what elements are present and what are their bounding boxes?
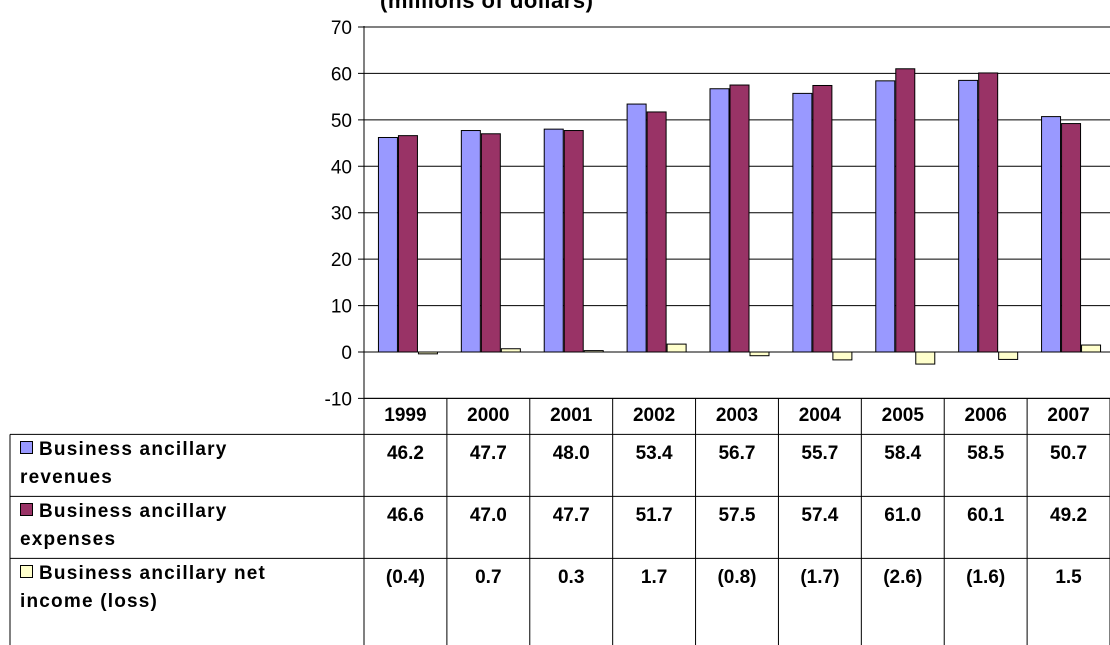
legend-label-line2: expenses — [20, 529, 117, 551]
legend-label-line2: income (loss) — [20, 591, 159, 613]
bar-2007-s1 — [1041, 116, 1062, 353]
bar-2001-s2 — [563, 130, 584, 353]
y-tick-label: 0 — [341, 343, 352, 364]
y-tick-label: 20 — [331, 250, 352, 271]
data-label: 46.2 — [386, 443, 424, 465]
bar-2003-s1 — [709, 88, 730, 353]
legend-label-line1: Business ancillary — [39, 501, 228, 523]
data-label: 55.7 — [801, 443, 839, 465]
bar-1999-s3 — [417, 351, 438, 355]
legend-swatch — [20, 441, 33, 455]
data-label: 58.5 — [967, 443, 1005, 465]
data-label: (0.4) — [385, 567, 425, 589]
data-label: 0.7 — [475, 567, 502, 589]
bar-2006-s2 — [978, 72, 999, 353]
data-label: 57.5 — [718, 505, 756, 527]
bar-2007-s2 — [1061, 123, 1082, 353]
chart-title: (millions of dollars) — [380, 0, 594, 13]
x-tick-label: 2003 — [715, 405, 759, 427]
legend-swatch — [20, 503, 33, 517]
legend-entry: Business ancillary expenses — [10, 498, 364, 560]
y-tick-label: -10 — [325, 389, 352, 410]
y-tick-label: 40 — [331, 157, 352, 178]
data-label: 53.4 — [635, 443, 673, 465]
data-label: (1.6) — [966, 567, 1006, 589]
bar-2006-s1 — [958, 79, 979, 353]
x-tick-label: 2000 — [467, 405, 510, 427]
data-label: (1.7) — [800, 567, 840, 589]
data-label: 0.3 — [557, 567, 585, 589]
bar-2005-s3 — [915, 351, 936, 365]
x-tick-label: 1999 — [384, 405, 427, 427]
x-tick-label: 2004 — [798, 405, 842, 427]
x-tick-label: 2006 — [964, 405, 1007, 427]
legend-entry: Business ancillary revenues — [10, 436, 364, 498]
data-label: 47.0 — [469, 505, 507, 527]
bar-2003-s3 — [749, 351, 770, 357]
y-tick-label: 70 — [331, 18, 352, 39]
data-table-lines — [9, 397, 1110, 645]
y-tick-label: 30 — [331, 204, 352, 225]
data-label: 48.0 — [552, 443, 590, 465]
x-tick-label: 2005 — [881, 405, 924, 427]
legend-entry: Business ancillary net income (loss) — [10, 560, 364, 622]
bar-2006-s3 — [998, 351, 1019, 360]
bar-2004-s2 — [812, 84, 833, 353]
bars — [377, 68, 1102, 365]
data-label: 51.7 — [635, 505, 673, 527]
x-tick-label: 2001 — [550, 405, 593, 427]
bar-2002-s2 — [646, 111, 667, 353]
data-label: 47.7 — [552, 505, 590, 527]
x-tick-label: 2007 — [1047, 405, 1090, 427]
legend-label-line1: Business ancillary net — [39, 563, 267, 585]
bar-1999-s2 — [397, 135, 418, 353]
y-tick-label: 50 — [331, 111, 352, 132]
bar-2002-s3 — [666, 343, 687, 353]
data-label: 47.7 — [469, 443, 507, 465]
data-label: 1.7 — [640, 567, 668, 589]
x-tick-label: 2002 — [632, 405, 676, 427]
data-label: (2.6) — [883, 567, 923, 589]
data-label: 49.2 — [1050, 505, 1088, 527]
bar-2004-s1 — [792, 92, 813, 353]
data-label: 60.1 — [967, 505, 1005, 527]
y-tick-label: 10 — [331, 297, 352, 318]
y-tick-label: 60 — [331, 64, 352, 85]
legend-label-line1: Business ancillary — [39, 439, 228, 461]
bar-2007-s3 — [1081, 344, 1102, 353]
data-label: (0.8) — [717, 567, 757, 589]
bar-2001-s1 — [543, 128, 564, 353]
data-label: 1.5 — [1055, 567, 1082, 589]
data-label: 56.7 — [718, 443, 756, 465]
y-axis-ticks: 70 60 50 40 30 20 10 0 -10 — [325, 18, 352, 410]
bar-2000-s2 — [480, 133, 501, 353]
data-label: 57.4 — [801, 505, 839, 527]
bar-2000-s1 — [460, 130, 481, 353]
bar-2004-s3 — [832, 351, 853, 361]
bar-2003-s2 — [729, 84, 750, 353]
bar-2002-s1 — [626, 103, 647, 353]
legend-swatch — [20, 565, 33, 579]
bar-2001-s3 — [583, 350, 604, 353]
bar-2000-s3 — [500, 348, 521, 353]
bar-1999-s1 — [377, 136, 398, 353]
data-label: 61.0 — [884, 505, 922, 527]
legend-label-line2: revenues — [20, 467, 114, 489]
data-label: 58.4 — [884, 443, 922, 465]
bar-2005-s1 — [875, 80, 896, 353]
data-label: 46.6 — [386, 505, 424, 527]
data-label: 50.7 — [1050, 443, 1088, 465]
bar-2005-s2 — [895, 68, 916, 353]
